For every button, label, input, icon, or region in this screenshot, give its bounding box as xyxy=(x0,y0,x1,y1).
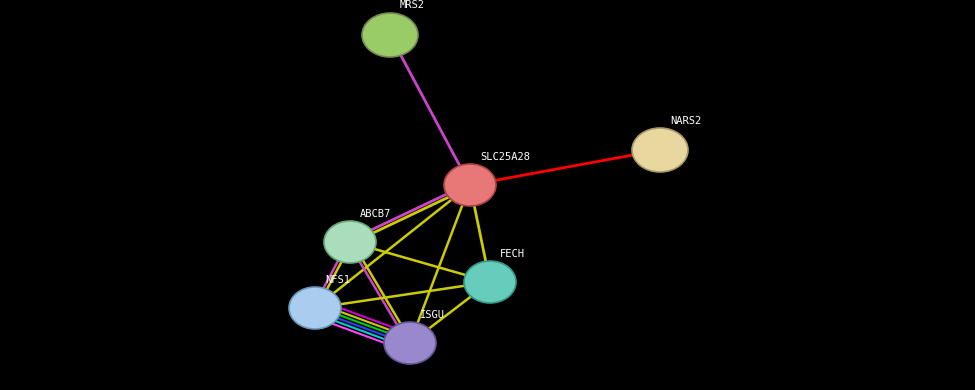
Ellipse shape xyxy=(444,164,496,206)
Ellipse shape xyxy=(324,221,376,263)
Text: NFS1: NFS1 xyxy=(325,275,350,285)
Text: NARS2: NARS2 xyxy=(670,116,701,126)
Ellipse shape xyxy=(632,128,688,172)
Text: ISGU: ISGU xyxy=(420,310,445,320)
Text: ABCB7: ABCB7 xyxy=(360,209,391,219)
Text: SLC25A28: SLC25A28 xyxy=(480,152,530,162)
Text: MRS2: MRS2 xyxy=(400,0,425,10)
Ellipse shape xyxy=(464,261,516,303)
Ellipse shape xyxy=(289,287,341,329)
Ellipse shape xyxy=(362,13,418,57)
Ellipse shape xyxy=(384,322,436,364)
Text: FECH: FECH xyxy=(500,249,525,259)
